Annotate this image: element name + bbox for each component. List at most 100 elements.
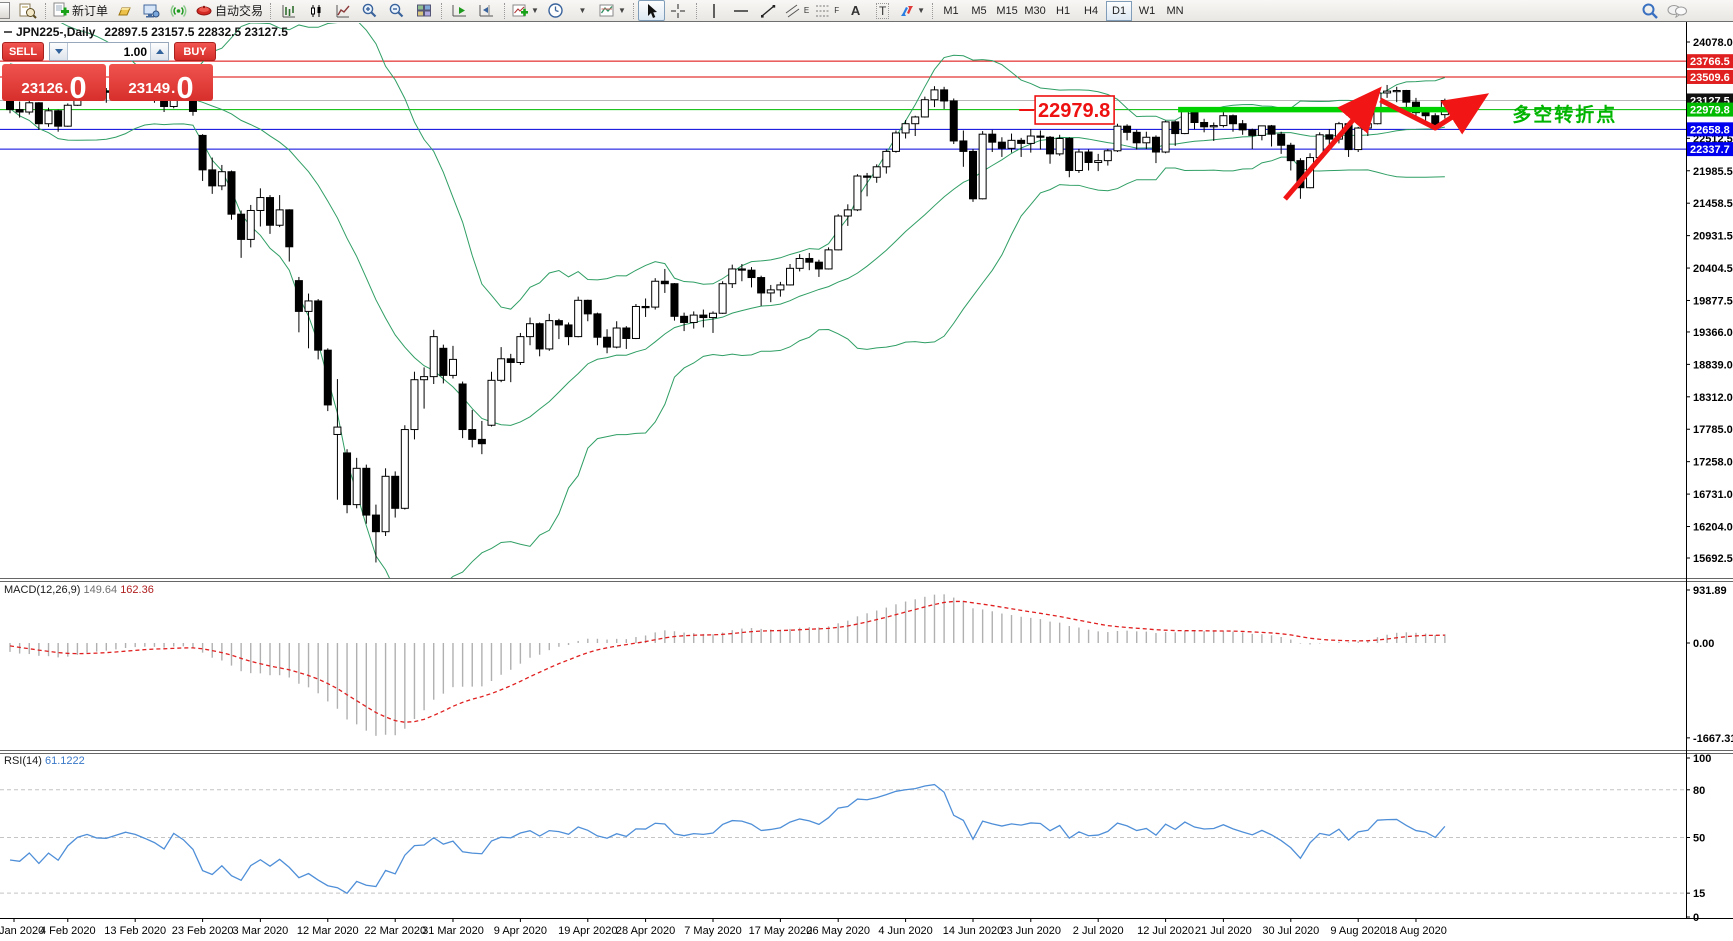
equidistant-channel-icon bbox=[785, 3, 802, 19]
svg-text:931.89: 931.89 bbox=[1693, 585, 1727, 597]
horizontal-line-tool-button[interactable] bbox=[728, 0, 755, 21]
indicators-button[interactable]: ▼ bbox=[509, 0, 542, 21]
svg-text:13 Feb 2020: 13 Feb 2020 bbox=[104, 925, 166, 937]
timeframe-button-m1[interactable]: M1 bbox=[943, 4, 959, 17]
market-watch-button[interactable] bbox=[14, 0, 41, 21]
timeframe-button-m30[interactable]: M30 bbox=[1024, 4, 1046, 17]
trade-row: SELL BUY bbox=[2, 42, 216, 61]
svg-text:23509.6: 23509.6 bbox=[1690, 72, 1730, 84]
macd-label: MACD(12,26,9) 149.64 162.36 bbox=[4, 584, 154, 596]
text-tool-button[interactable]: A bbox=[842, 0, 869, 21]
fibonacci-tool-button[interactable]: F bbox=[812, 0, 842, 21]
label-tool-letter: T bbox=[875, 2, 890, 19]
vertical-line-tool-button[interactable] bbox=[701, 0, 728, 21]
sell-price-dot: . bbox=[64, 80, 69, 97]
bar-chart-mode-button[interactable] bbox=[275, 0, 302, 21]
gold-instrument-button[interactable] bbox=[111, 0, 138, 21]
community-chat-button[interactable] bbox=[1663, 0, 1691, 21]
trend-arrow-2[interactable] bbox=[1379, 93, 1490, 135]
timeframe-group: M1 M5 M15 M30 H1 H4 D1 W1 MN bbox=[937, 0, 1189, 21]
shapes-tool-button[interactable]: ▼ bbox=[896, 0, 928, 21]
line-chart-mode-button[interactable] bbox=[329, 0, 356, 21]
svg-text:21985.5: 21985.5 bbox=[1693, 166, 1733, 178]
chart-shift-button[interactable] bbox=[473, 0, 500, 21]
profiles-button[interactable]: ▼ bbox=[569, 0, 596, 21]
zoom-out-icon bbox=[388, 2, 405, 19]
sell-button[interactable]: SELL bbox=[2, 42, 44, 61]
buy-price-panel[interactable]: 23149. 0 bbox=[109, 64, 213, 103]
channel-tool-button[interactable]: E bbox=[782, 0, 812, 21]
signals-button[interactable] bbox=[165, 0, 192, 21]
macd-panel: 931.89 0.00 -1667.31 MACD(12,26,9) 149.64 1… bbox=[4, 584, 1733, 745]
svg-text:17 May 2020: 17 May 2020 bbox=[749, 925, 813, 937]
horizontal-line-icon bbox=[732, 3, 750, 19]
svg-text:22979.8: 22979.8 bbox=[1690, 105, 1730, 117]
price-axis-labels: 24078.022512.521985.521458.520931.520404… bbox=[1686, 37, 1733, 565]
dropdown-caret-icon: ▼ bbox=[617, 5, 626, 15]
trendline-tool-button[interactable] bbox=[755, 0, 782, 21]
auto-trading-button[interactable]: 自动交易 bbox=[192, 0, 266, 21]
chat-bubbles-icon bbox=[1666, 3, 1688, 19]
timeframe-button-w1[interactable]: W1 bbox=[1138, 4, 1156, 17]
dropdown-caret-icon: ▼ bbox=[917, 5, 926, 15]
expert-advisors-button[interactable] bbox=[138, 0, 165, 21]
chart-canvas[interactable]: 22979.8 多空转折点24078.022512.521985.521458.5… bbox=[0, 22, 1733, 941]
chart-shift-icon bbox=[478, 3, 495, 19]
crosshair-tool-button[interactable] bbox=[665, 0, 692, 21]
svg-text:18839.0: 18839.0 bbox=[1693, 359, 1733, 371]
volume-decrease-button[interactable] bbox=[50, 43, 68, 60]
sell-price-panel[interactable]: 23126. 0 bbox=[2, 64, 106, 103]
candlestick-mode-button[interactable] bbox=[302, 0, 329, 21]
zoom-out-button[interactable] bbox=[383, 0, 410, 21]
zoom-in-button[interactable] bbox=[356, 0, 383, 21]
timeframe-button-mn[interactable]: MN bbox=[1166, 4, 1184, 17]
auto-trading-label: 自动交易 bbox=[215, 4, 264, 18]
bollinger-upper-band bbox=[60, 23, 1446, 310]
channel-letter: E bbox=[803, 6, 810, 15]
cursor-tool-button[interactable] bbox=[637, 0, 665, 21]
new-order-button[interactable]: 新订单 bbox=[50, 0, 111, 21]
separator bbox=[270, 2, 272, 19]
triangle-down-icon bbox=[54, 49, 63, 54]
line-chart-icon bbox=[335, 3, 351, 19]
separator bbox=[695, 2, 697, 19]
timeframe-button-h4[interactable]: H4 bbox=[1084, 4, 1099, 17]
svg-text:30 Jul 2020: 30 Jul 2020 bbox=[1262, 925, 1319, 937]
search-button[interactable] bbox=[1636, 0, 1663, 21]
timeframe-button-m5[interactable]: M5 bbox=[971, 4, 987, 17]
timeframe-button-h1[interactable]: H1 bbox=[1056, 4, 1071, 17]
buy-price-dot: . bbox=[171, 80, 176, 97]
buy-button[interactable]: BUY bbox=[174, 42, 216, 61]
dropdown-caret-icon: ▼ bbox=[578, 5, 587, 15]
svg-text:17258.0: 17258.0 bbox=[1693, 457, 1733, 469]
trend-arrow-1[interactable] bbox=[1283, 86, 1382, 201]
volume-input[interactable] bbox=[68, 43, 150, 60]
svg-text:23 Jun 2020: 23 Jun 2020 bbox=[1000, 925, 1061, 937]
timeframe-button-m15[interactable]: M15 bbox=[996, 4, 1018, 17]
chart-area[interactable]: 22979.8 多空转折点 24078.0 22512.5 21985.5 21458.5… bbox=[0, 22, 1733, 941]
svg-text:28 Apr 2020: 28 Apr 2020 bbox=[616, 925, 675, 937]
cursor-icon bbox=[644, 3, 658, 19]
search-icon bbox=[1641, 2, 1659, 20]
svg-text:19 Apr 2020: 19 Apr 2020 bbox=[558, 925, 617, 937]
svg-text:12 Mar 2020: 12 Mar 2020 bbox=[297, 925, 359, 937]
price-badge bbox=[1687, 102, 1733, 117]
clock-icon bbox=[547, 2, 564, 19]
volume-increase-button[interactable] bbox=[150, 43, 168, 60]
symbol-search-icon bbox=[19, 2, 37, 19]
auto-scroll-button[interactable] bbox=[446, 0, 473, 21]
price-callout-box[interactable] bbox=[1034, 95, 1115, 125]
bar-chart-icon bbox=[281, 3, 297, 19]
timeframe-button-d1[interactable]: D1 bbox=[1106, 0, 1133, 21]
trendline-icon bbox=[760, 3, 776, 19]
rsi-label: RSI(14) 61.1222 bbox=[4, 755, 85, 767]
svg-text:22337.7: 22337.7 bbox=[1690, 144, 1730, 156]
label-tool-button[interactable]: T bbox=[869, 0, 896, 21]
crosshair-icon bbox=[670, 3, 686, 19]
svg-text:20404.5: 20404.5 bbox=[1693, 263, 1733, 275]
add-indicator-icon bbox=[512, 3, 529, 19]
period-clock-button[interactable] bbox=[542, 0, 569, 21]
tile-windows-button[interactable] bbox=[410, 0, 437, 21]
templates-button[interactable]: ▼ bbox=[596, 0, 629, 21]
